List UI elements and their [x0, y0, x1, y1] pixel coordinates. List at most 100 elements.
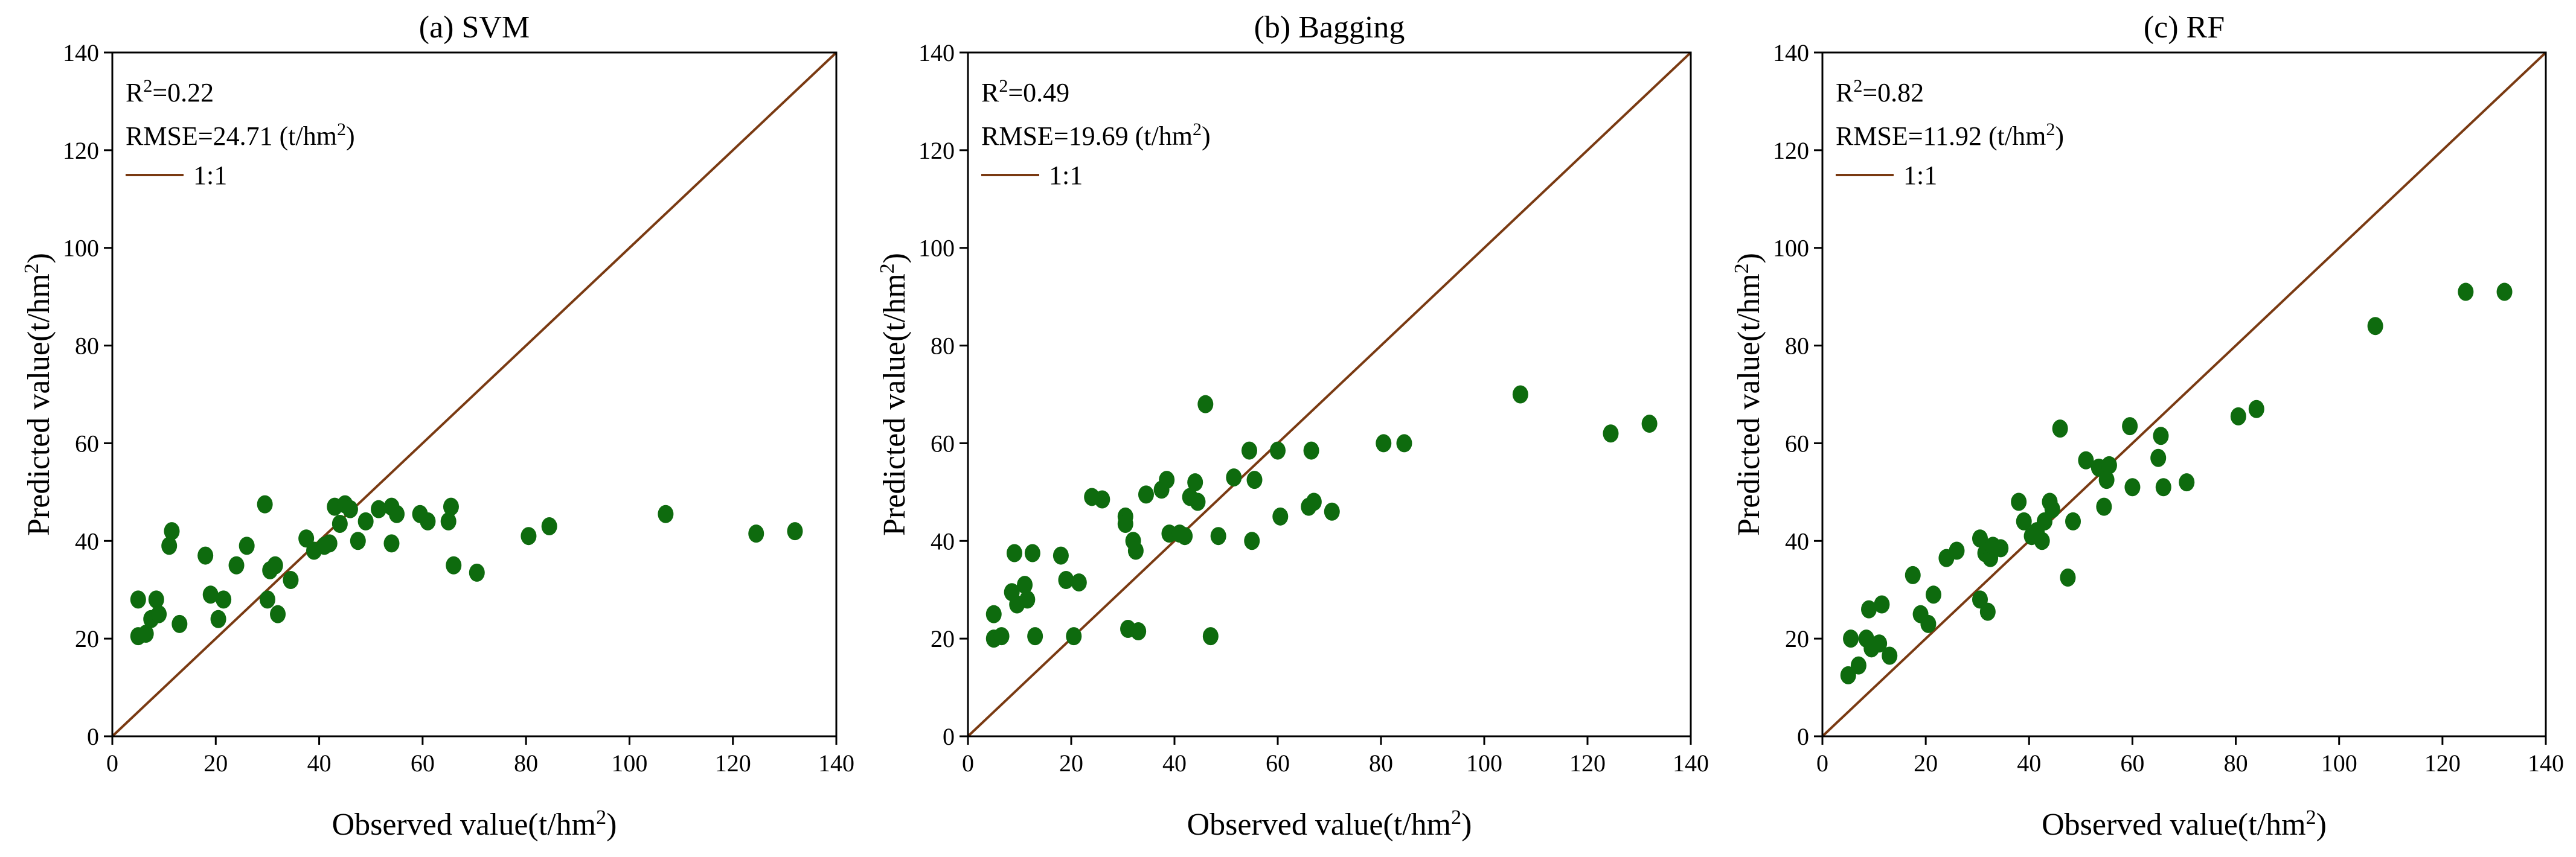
- one-to-one-line: [111, 51, 838, 738]
- y-tick-label: 20: [75, 625, 99, 652]
- x-axis-label-sup: 2: [1451, 806, 1461, 829]
- one-to-one-line: [967, 51, 1692, 738]
- rmse-close: ): [346, 121, 355, 151]
- y-axis-label: Predicted value(t/hm2): [21, 253, 56, 536]
- data-point: [1210, 527, 1226, 546]
- rmse-label: RMSE=11.92 (t/hm: [1836, 121, 2046, 151]
- x-tick-label: 140: [1673, 750, 1709, 777]
- data-point: [1882, 646, 1898, 665]
- plot-frame: [1821, 51, 2547, 738]
- y-tick-label: 40: [931, 527, 955, 555]
- x-axis-label: Observed value(t/hm2): [1187, 806, 1472, 842]
- data-point: [2098, 471, 2115, 489]
- y-tick-label: 140: [918, 39, 955, 66]
- y-tick-label: 120: [63, 137, 99, 164]
- data-point: [1949, 541, 1965, 560]
- x-tick-label: 100: [611, 750, 647, 777]
- data-point: [371, 500, 387, 518]
- data-point: [1197, 395, 1214, 413]
- y-tick-label: 20: [1785, 625, 1809, 652]
- y-tick-label: 100: [918, 235, 955, 262]
- x-tick-label: 0: [1816, 750, 1828, 777]
- data-point: [2078, 451, 2094, 470]
- y-tick-label: 0: [1797, 723, 1809, 750]
- legend-label: 1:1: [1049, 161, 1083, 190]
- panel-title: (a) SVM: [419, 10, 530, 45]
- data-point: [1138, 485, 1154, 504]
- r2-value: =0.49: [1008, 78, 1069, 107]
- data-point: [2096, 497, 2112, 516]
- y-tick-label: 60: [1785, 430, 1809, 457]
- data-point: [164, 522, 180, 541]
- x-tick-label: 60: [2120, 750, 2144, 777]
- data-point: [1190, 492, 1206, 511]
- data-point: [383, 534, 400, 553]
- y-tick-label: 60: [75, 430, 99, 457]
- data-point: [171, 614, 188, 633]
- rmse-superscript: 2: [2046, 119, 2055, 139]
- x-tick-label: 0: [106, 750, 118, 777]
- x-axis-label-text: Observed value(t/hm: [1187, 808, 1452, 842]
- legend-label: 1:1: [1903, 161, 1937, 190]
- x-axis-label-text: Observed value(t/hm: [332, 808, 597, 842]
- x-tick-label: 140: [2528, 750, 2564, 777]
- y-axis-label-sup: 2: [1731, 263, 1753, 273]
- data-point: [2101, 456, 2117, 474]
- data-point: [259, 590, 275, 609]
- data-point: [1874, 595, 1890, 614]
- y-tick-label: 60: [931, 430, 955, 457]
- plot-frame: [967, 51, 1692, 738]
- data-point: [2458, 282, 2474, 301]
- x-tick-label: 60: [411, 750, 435, 777]
- y-axis-label-close: ): [1732, 253, 1766, 263]
- data-point: [2016, 512, 2032, 530]
- x-tick-label: 0: [962, 750, 974, 777]
- panel-bagging: 0 20 40 60 80 100 120 140 0 20 40 60 80 100 120 140 (b) …: [876, 10, 1709, 842]
- y-axis-label-text: Predicted value(t/hm: [877, 273, 912, 536]
- x-axis-label: Observed value(t/hm2): [332, 806, 617, 842]
- data-point: [469, 563, 485, 582]
- data-point: [985, 605, 1002, 623]
- data-point: [138, 625, 154, 643]
- data-point: [1130, 622, 1147, 641]
- data-point: [1187, 473, 1203, 492]
- data-point: [1925, 585, 1941, 604]
- data-point: [2122, 417, 2138, 436]
- data-point: [2153, 427, 2169, 445]
- y-tick-label: 80: [1785, 333, 1809, 360]
- data-point: [2155, 478, 2171, 497]
- y-tick-label: 120: [1773, 137, 1809, 164]
- y-tick-label: 40: [75, 527, 99, 555]
- y-axis-label-text: Predicted value(t/hm: [22, 273, 56, 536]
- y-tick-label: 140: [1773, 39, 1809, 66]
- data-point: [1905, 565, 1921, 584]
- x-tick-label: 60: [1266, 750, 1290, 777]
- data-point: [440, 512, 457, 530]
- data-point: [1306, 492, 1322, 511]
- y-tick-label: 80: [75, 333, 99, 360]
- data-point: [993, 627, 1010, 646]
- r2-superscript: 2: [143, 76, 152, 96]
- data-point: [1053, 546, 1069, 565]
- data-point: [2011, 492, 2027, 511]
- r2-annotation: R2=0.82: [1836, 76, 1924, 107]
- x-tick-label: 80: [2224, 750, 2248, 777]
- r2-label: R: [126, 78, 144, 107]
- x-axis-label: Observed value(t/hm2): [2042, 806, 2327, 842]
- rmse-close: ): [1202, 121, 1211, 151]
- x-tick-label: 40: [1162, 750, 1187, 777]
- r2-superscript: 2: [1853, 76, 1862, 96]
- data-point: [1202, 627, 1219, 646]
- data-point: [1512, 385, 1528, 404]
- data-point: [1871, 634, 1888, 653]
- data-point: [1117, 514, 1133, 533]
- rmse-annotation: RMSE=11.92 (t/hm2): [1836, 119, 2064, 151]
- data-point: [130, 590, 146, 609]
- data-point: [342, 500, 358, 518]
- data-point: [1843, 629, 1859, 648]
- data-point: [2124, 478, 2141, 497]
- data-point: [1270, 441, 1286, 460]
- data-point: [332, 514, 348, 533]
- data-point: [1017, 576, 1033, 594]
